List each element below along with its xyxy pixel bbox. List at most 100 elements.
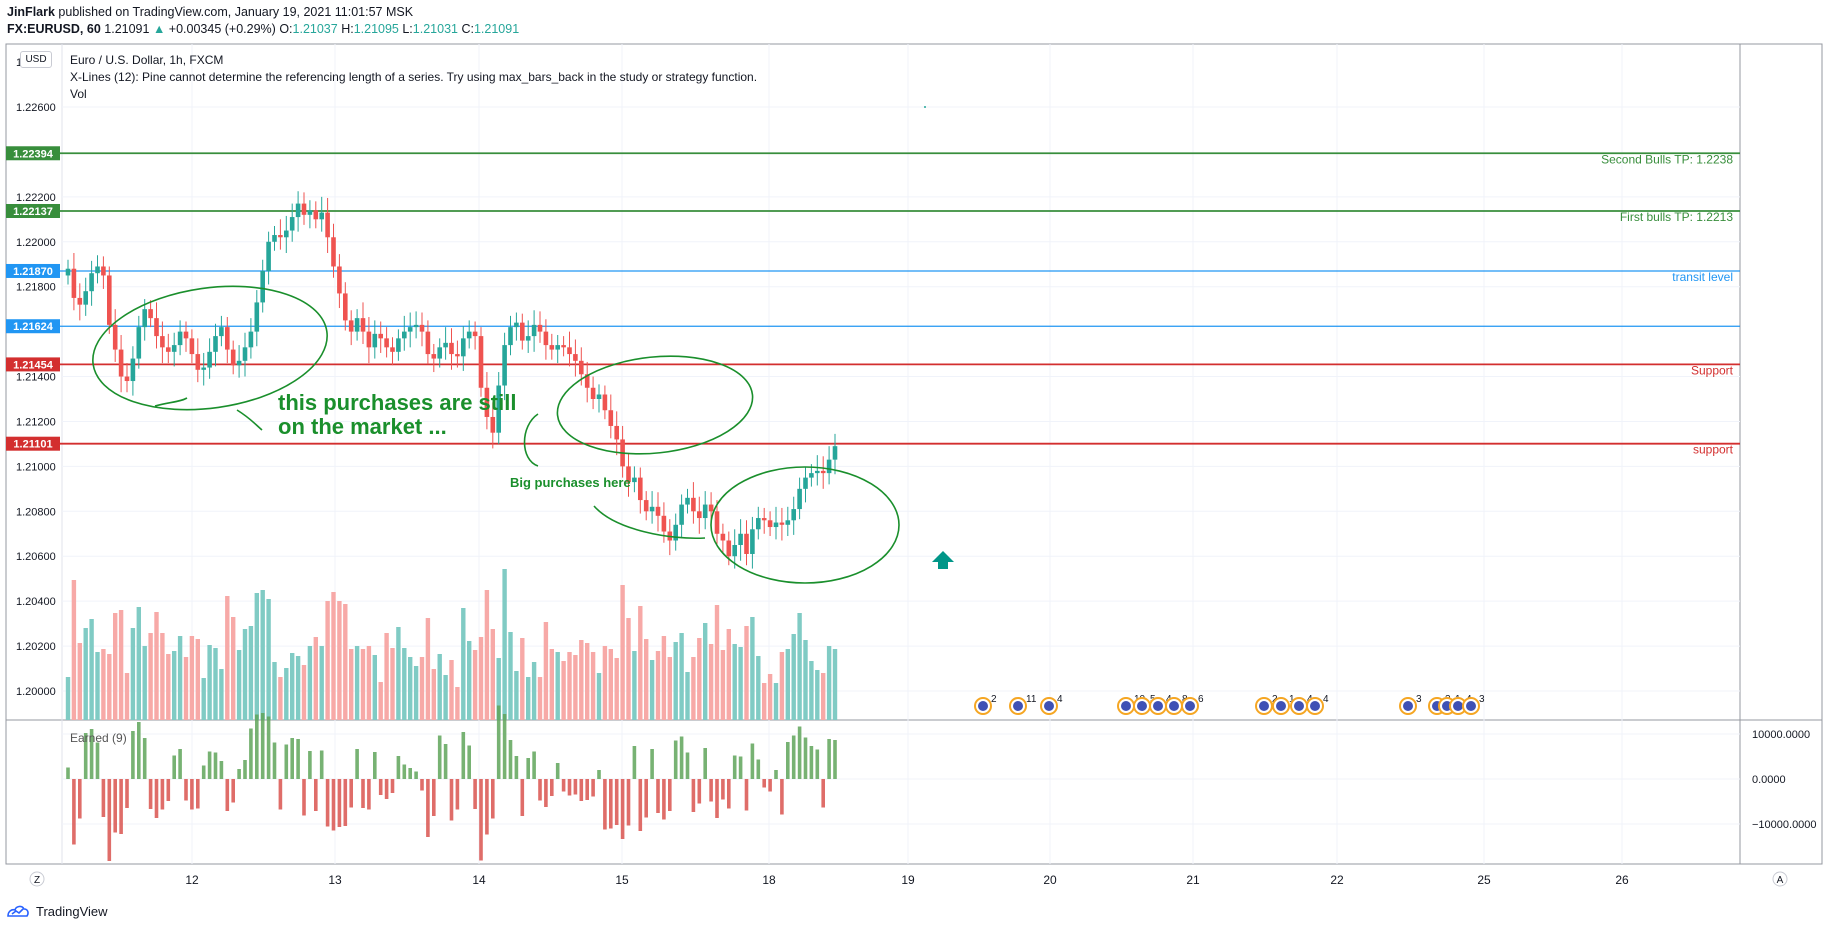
indicator-bar xyxy=(432,779,436,816)
volume-bar xyxy=(567,652,572,720)
candle-body xyxy=(726,540,732,557)
indicator-legend: Earned (9) xyxy=(70,731,127,745)
volume-bar xyxy=(83,628,88,720)
candle-body xyxy=(449,342,454,355)
author-name[interactable]: JinFlark xyxy=(7,5,55,19)
brand-name[interactable]: TradingView xyxy=(36,903,108,919)
candle-body xyxy=(372,333,378,348)
candle-body xyxy=(655,506,661,516)
volume-bar xyxy=(331,592,336,720)
candle-body xyxy=(331,237,336,267)
indicator-bar xyxy=(715,779,719,818)
indicator-bar xyxy=(738,756,743,779)
indicator-bar xyxy=(514,756,519,779)
auto-scale-button[interactable] xyxy=(1772,871,1788,887)
volume-bar xyxy=(124,673,130,720)
annotation-circle xyxy=(556,355,754,455)
x-tick-label: 20 xyxy=(1043,873,1057,887)
volume-bar xyxy=(455,687,460,720)
candle-body xyxy=(496,385,501,433)
volume-bar xyxy=(101,649,106,720)
volume-bar xyxy=(207,645,212,720)
candle-body xyxy=(673,524,678,541)
volume-bar xyxy=(703,623,708,720)
candle-body xyxy=(154,318,159,337)
candle-body xyxy=(325,212,330,238)
indicator-bar xyxy=(78,779,82,819)
indicator-bar xyxy=(496,705,501,779)
indicator-bar xyxy=(491,779,495,819)
indicator-bar xyxy=(107,779,112,861)
price-line-tag xyxy=(6,319,60,334)
price-line-label: Support xyxy=(1691,363,1734,377)
volume-bar xyxy=(797,613,802,720)
candle-body xyxy=(230,349,236,366)
candle-body xyxy=(632,477,637,483)
volume-bar xyxy=(301,665,307,720)
volume-bar xyxy=(437,654,442,720)
annotation-text: on the market ... xyxy=(278,414,447,439)
arrow-up-marker-icon xyxy=(932,551,954,569)
annotation-circle xyxy=(710,466,900,584)
volume-bar xyxy=(195,639,200,720)
volume-bar xyxy=(679,633,684,720)
candle-body xyxy=(236,360,242,366)
price-line-tag-label: 1.21624 xyxy=(13,321,54,333)
arrow-up-icon: ▲ xyxy=(152,22,166,36)
indicator-bar xyxy=(319,750,324,779)
volume-bar xyxy=(478,637,484,720)
candle-body xyxy=(649,506,655,512)
indicator-bar xyxy=(219,761,224,779)
zoom-button[interactable] xyxy=(29,871,45,887)
close-label: C: xyxy=(461,22,474,36)
candle-body xyxy=(602,394,608,411)
candle-body xyxy=(773,522,779,528)
candle-body xyxy=(242,347,248,361)
volume-bar xyxy=(154,612,159,720)
candle-body xyxy=(567,347,572,355)
candle-body xyxy=(750,529,755,554)
indicator-bar xyxy=(437,735,442,779)
candle-body xyxy=(708,504,714,512)
indicator-bar xyxy=(609,779,613,829)
candle-body xyxy=(443,342,448,348)
candle-body xyxy=(525,336,531,341)
candle-body xyxy=(767,520,773,528)
candle-body xyxy=(366,331,372,348)
indicator-bar xyxy=(255,714,259,779)
candle-body xyxy=(697,511,702,519)
low-value: 1.21031 xyxy=(412,22,458,36)
y-tick-label: 1 xyxy=(16,57,22,69)
volume-bar xyxy=(65,677,71,720)
candle-body xyxy=(502,345,507,386)
candle-body xyxy=(213,336,218,352)
indicator-bar xyxy=(762,779,766,788)
indicator-bar xyxy=(461,732,466,779)
volume-bar xyxy=(573,655,578,720)
event-count: 4 xyxy=(1323,694,1329,705)
indicator-bar xyxy=(420,779,424,791)
footer: TradingView xyxy=(6,903,108,919)
candle-body xyxy=(183,331,189,339)
candle-body xyxy=(543,331,549,346)
price-line-tag xyxy=(6,357,60,372)
indicator-bar xyxy=(780,779,784,815)
volume-bar xyxy=(620,585,625,720)
indicator-bar xyxy=(579,779,584,801)
candle-body xyxy=(278,235,283,238)
indicator-bar xyxy=(66,767,70,779)
volume-bar xyxy=(467,641,472,720)
volume-bar xyxy=(142,646,147,720)
currency-badge[interactable]: USD xyxy=(20,51,52,68)
candle-body xyxy=(177,331,183,346)
volume-bar xyxy=(726,629,731,720)
volume-bar xyxy=(201,678,206,720)
volume-bar xyxy=(337,601,342,720)
price-line-tag-label: 1.22137 xyxy=(13,206,53,218)
indicator-bar xyxy=(402,764,407,779)
indicator-bar xyxy=(467,745,471,779)
indicator-bar xyxy=(378,779,383,795)
volume-bar xyxy=(378,682,383,720)
indicator-tick-label: −10000.0000 xyxy=(1752,819,1817,831)
